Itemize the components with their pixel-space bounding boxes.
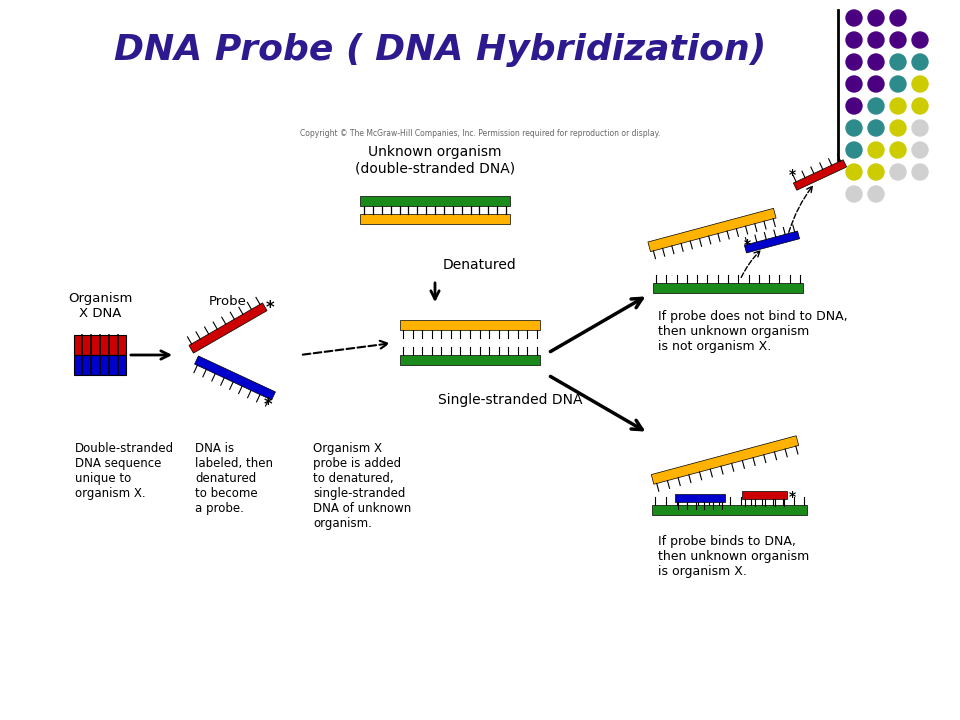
Circle shape bbox=[912, 76, 928, 92]
Circle shape bbox=[890, 142, 906, 158]
Circle shape bbox=[846, 142, 862, 158]
Circle shape bbox=[890, 10, 906, 26]
Text: DNA Probe ( DNA Hybridization): DNA Probe ( DNA Hybridization) bbox=[114, 33, 766, 67]
Circle shape bbox=[868, 76, 884, 92]
Circle shape bbox=[912, 142, 928, 158]
Circle shape bbox=[868, 120, 884, 136]
Text: *: * bbox=[264, 396, 273, 414]
Circle shape bbox=[846, 76, 862, 92]
Circle shape bbox=[912, 54, 928, 70]
Circle shape bbox=[868, 54, 884, 70]
Text: Unknown organism: Unknown organism bbox=[369, 145, 502, 159]
Text: If probe binds to DNA,
then unknown organism
is organism X.: If probe binds to DNA, then unknown orga… bbox=[658, 535, 809, 578]
Bar bbox=[74, 335, 126, 355]
Circle shape bbox=[890, 98, 906, 114]
Circle shape bbox=[890, 54, 906, 70]
Bar bbox=[651, 436, 799, 485]
Circle shape bbox=[912, 32, 928, 48]
Bar bbox=[793, 160, 847, 190]
Circle shape bbox=[846, 164, 862, 180]
Text: Copyright © The McGraw-Hill Companies, Inc. Permission required for reproduction: Copyright © The McGraw-Hill Companies, I… bbox=[300, 128, 660, 138]
Circle shape bbox=[846, 98, 862, 114]
Circle shape bbox=[912, 98, 928, 114]
Text: (double-stranded DNA): (double-stranded DNA) bbox=[355, 161, 516, 175]
Circle shape bbox=[846, 186, 862, 202]
Text: *: * bbox=[788, 490, 796, 504]
Circle shape bbox=[868, 98, 884, 114]
Bar bbox=[742, 491, 787, 499]
Circle shape bbox=[890, 32, 906, 48]
Bar bbox=[189, 303, 267, 353]
Circle shape bbox=[890, 76, 906, 92]
Text: If probe does not bind to DNA,
then unknown organism
is not organism X.: If probe does not bind to DNA, then unkn… bbox=[658, 310, 848, 353]
Circle shape bbox=[846, 10, 862, 26]
Bar bbox=[653, 505, 807, 515]
Circle shape bbox=[846, 32, 862, 48]
Bar bbox=[675, 494, 725, 502]
Text: Double-stranded
DNA sequence
unique to
organism X.: Double-stranded DNA sequence unique to o… bbox=[75, 442, 174, 500]
Bar bbox=[648, 208, 776, 252]
Circle shape bbox=[868, 142, 884, 158]
Circle shape bbox=[912, 120, 928, 136]
Bar bbox=[74, 355, 126, 375]
Text: Probe: Probe bbox=[209, 295, 247, 308]
Circle shape bbox=[846, 54, 862, 70]
Text: Organism X
probe is added
to denatured,
single-stranded
DNA of unknown
organism.: Organism X probe is added to denatured, … bbox=[313, 442, 411, 530]
Text: *: * bbox=[743, 238, 751, 252]
Circle shape bbox=[868, 32, 884, 48]
Text: Denatured: Denatured bbox=[444, 258, 516, 272]
Text: *: * bbox=[788, 168, 796, 182]
Bar bbox=[400, 355, 540, 365]
Bar bbox=[400, 320, 540, 330]
Circle shape bbox=[846, 120, 862, 136]
Circle shape bbox=[912, 164, 928, 180]
Circle shape bbox=[868, 10, 884, 26]
Circle shape bbox=[868, 186, 884, 202]
Bar bbox=[744, 231, 800, 253]
Bar bbox=[360, 214, 510, 224]
Text: *: * bbox=[266, 299, 275, 317]
Bar bbox=[195, 356, 276, 400]
Circle shape bbox=[868, 164, 884, 180]
Bar bbox=[360, 196, 510, 206]
Bar bbox=[653, 283, 803, 293]
Circle shape bbox=[890, 164, 906, 180]
Text: Organism
X DNA: Organism X DNA bbox=[68, 292, 132, 320]
Text: Single-stranded DNA: Single-stranded DNA bbox=[438, 393, 583, 407]
Text: DNA is
labeled, then
denatured
to become
a probe.: DNA is labeled, then denatured to become… bbox=[195, 442, 273, 515]
Circle shape bbox=[890, 120, 906, 136]
